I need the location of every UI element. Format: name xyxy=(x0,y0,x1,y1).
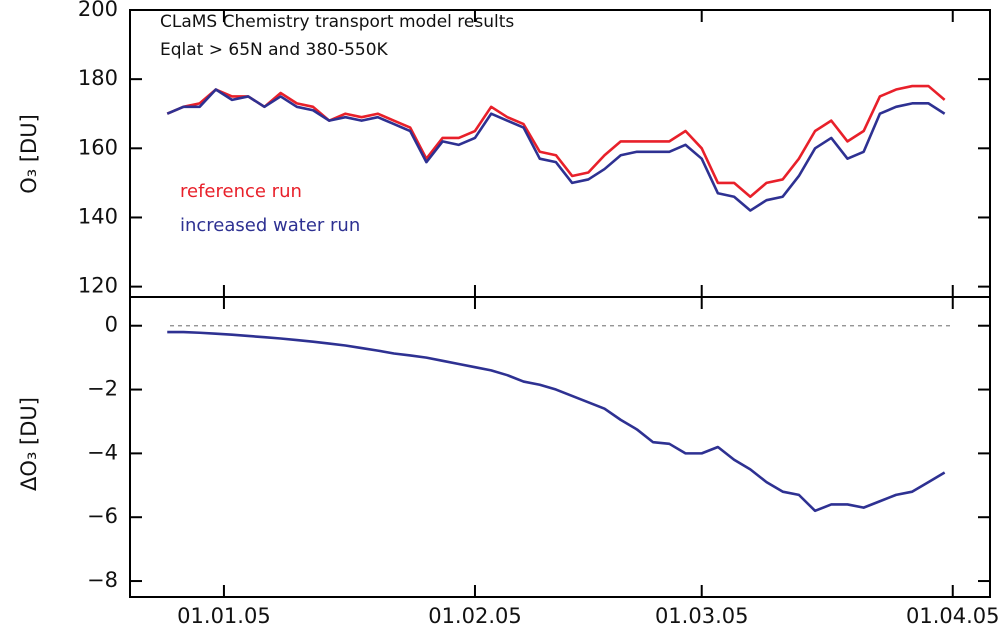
y-tick-label: 140 xyxy=(78,204,118,228)
y-tick-label: 180 xyxy=(78,66,118,90)
y-axis-label: O₃ [DU] xyxy=(17,114,41,194)
plot-frame xyxy=(129,296,991,598)
y-tick-label: −4 xyxy=(87,440,118,464)
y-tick-label: 120 xyxy=(78,274,118,298)
y-tick-label: −2 xyxy=(87,377,118,401)
legend-entry: increased water run xyxy=(180,215,360,236)
y-tick-label: 200 xyxy=(78,0,118,21)
x-tick-label: 01.01.05 xyxy=(177,604,271,628)
data-line xyxy=(166,84,946,199)
x-tick-label: 01.02.05 xyxy=(428,604,522,628)
x-tick-label: 01.03.05 xyxy=(655,604,749,628)
y-tick-label: 160 xyxy=(78,135,118,159)
y-tick-label: −6 xyxy=(87,504,118,528)
y-axis-label: ΔO₃ [DU] xyxy=(17,397,41,491)
y-tick-label: −8 xyxy=(87,568,118,592)
data-line xyxy=(167,330,946,513)
annotation: CLaMS Chemistry transport model results xyxy=(160,12,514,32)
legend-entry: reference run xyxy=(180,181,302,202)
x-tick-label: 01.04.05 xyxy=(906,604,1000,628)
data-line xyxy=(166,88,946,212)
y-tick-label: 0 xyxy=(105,313,118,337)
annotation: Eqlat > 65N and 380-550K xyxy=(160,40,389,60)
